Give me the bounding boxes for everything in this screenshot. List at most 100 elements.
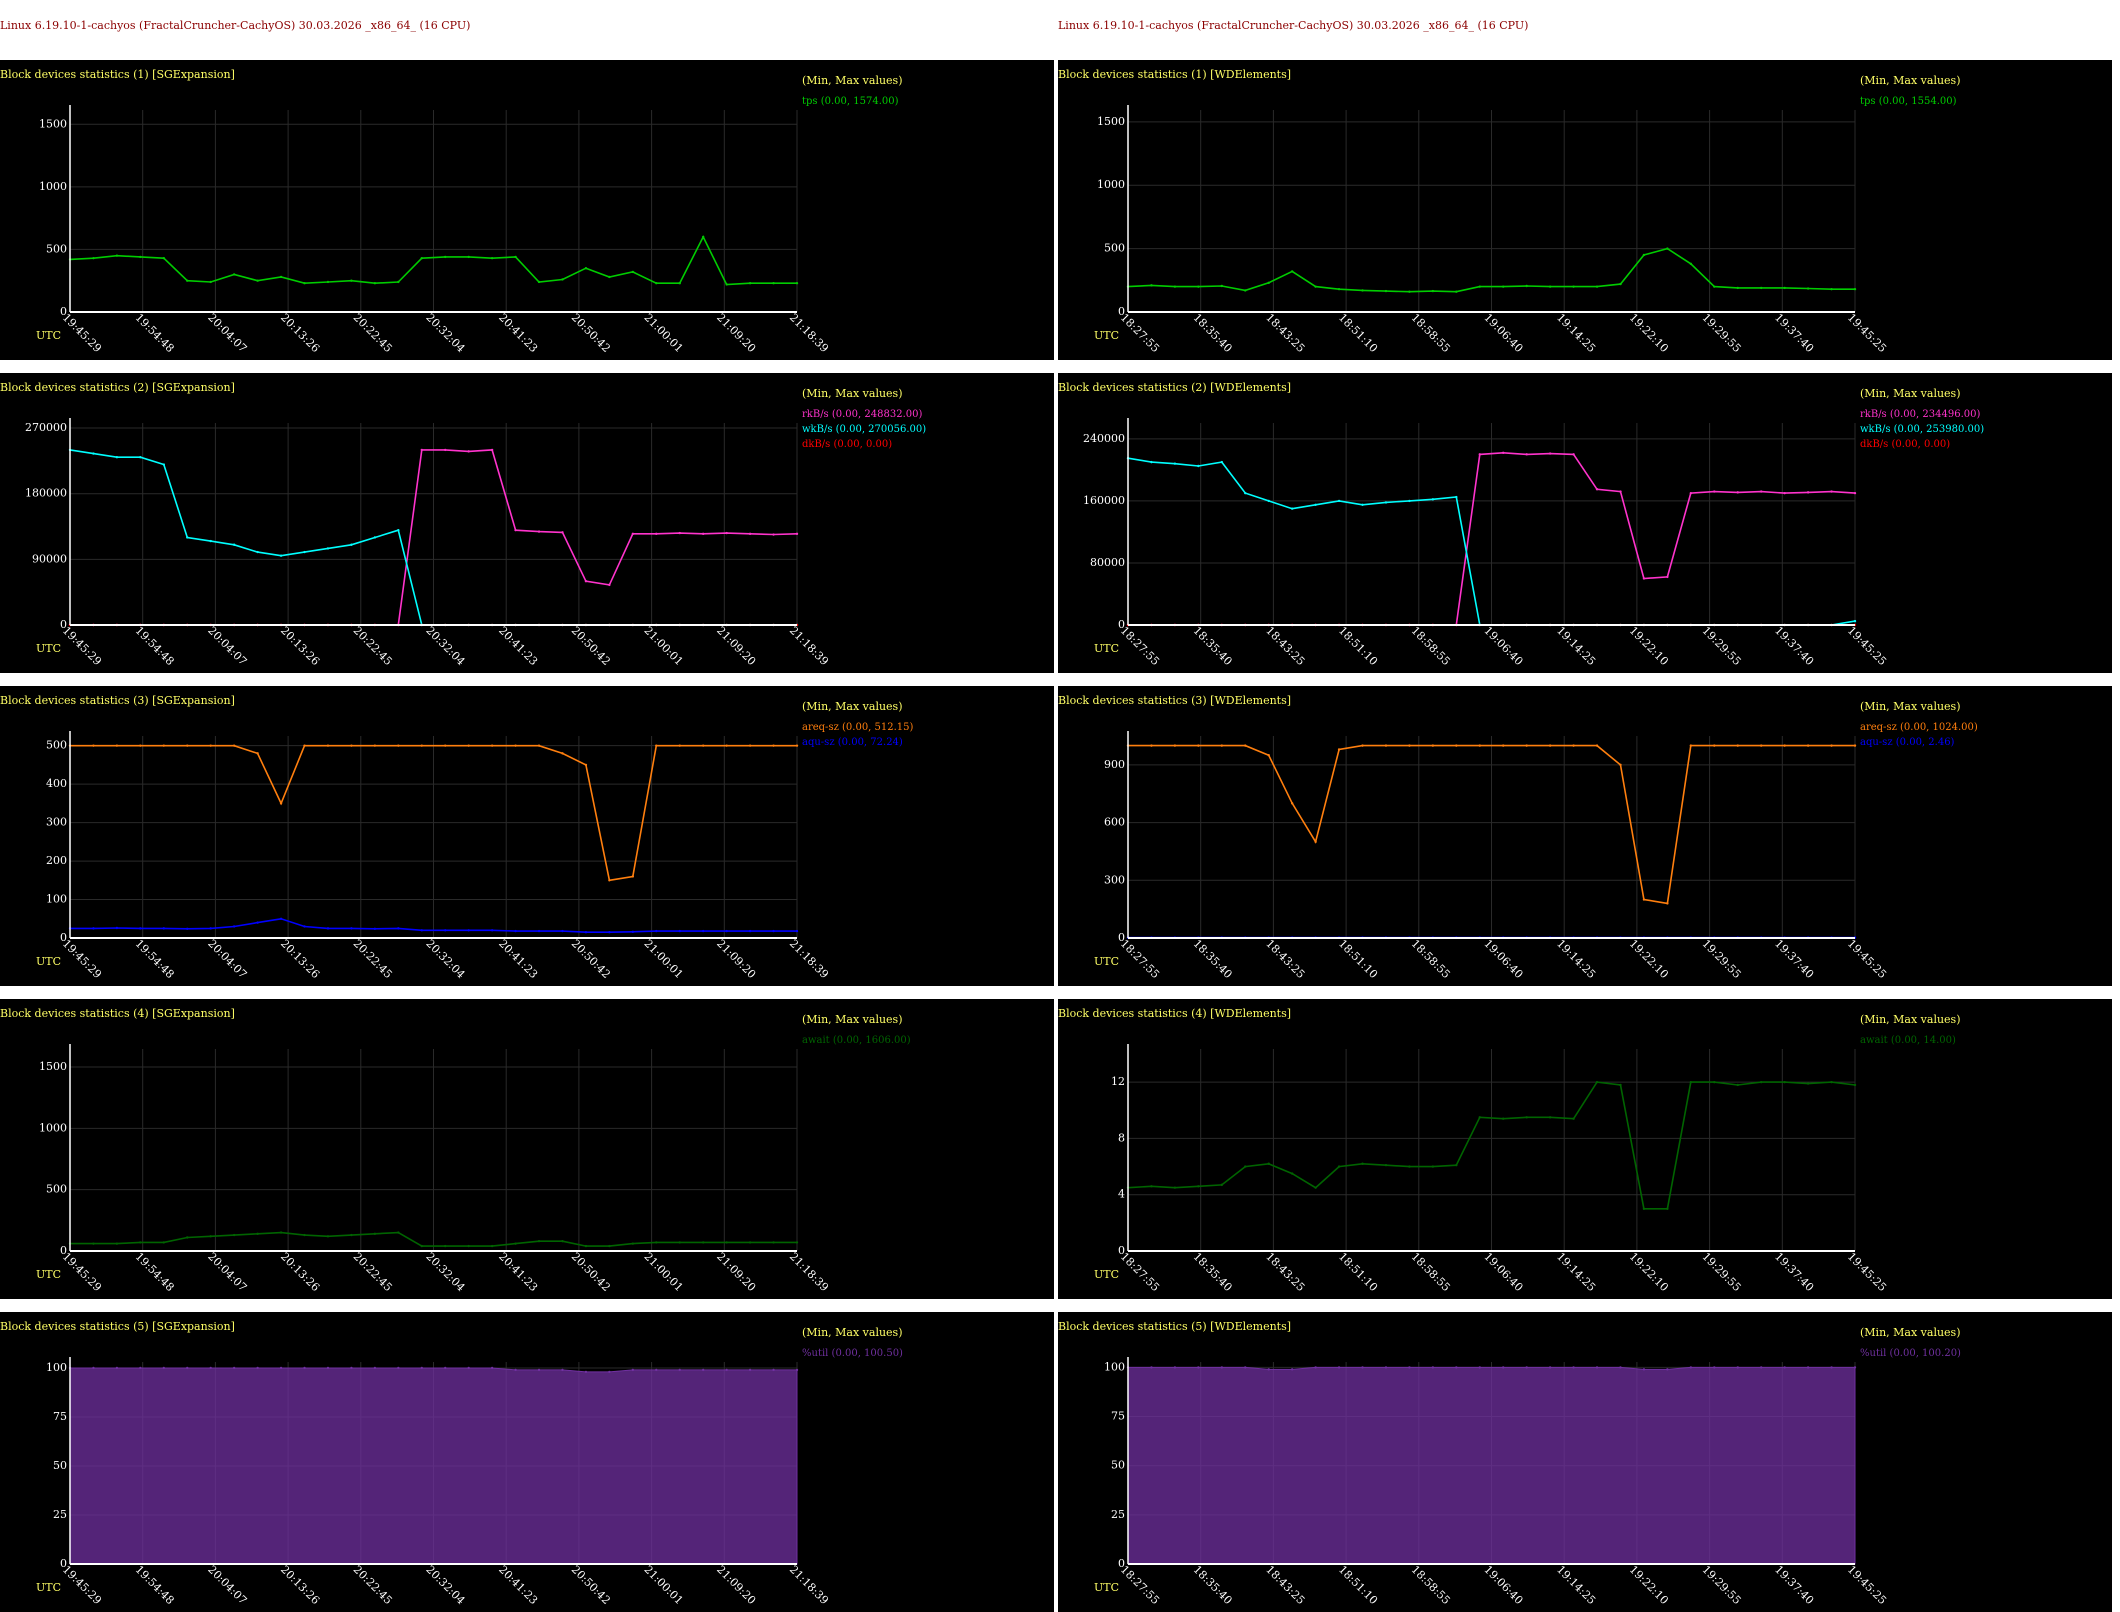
data-point [1548,285,1552,288]
x-tick-label: 21:18:39 [787,1250,831,1294]
data-point [655,1368,658,1372]
x-tick-label: 20:04:07 [205,311,249,355]
y-tick-label: 8 [1118,1131,1125,1144]
data-point [420,744,423,747]
data-point [514,929,517,933]
data-point [631,875,635,878]
y-tick-label: 1500 [1097,115,1125,128]
x-tick-label: 19:54:48 [133,311,177,355]
data-point [139,1366,142,1370]
data-point [444,255,447,259]
y-tick-label: 0 [1118,931,1125,944]
y-tick-label: 90000 [32,552,67,565]
data-point [1361,744,1364,747]
data-point [678,1368,681,1372]
data-point [1713,744,1716,747]
y-tick-label: 4 [1118,1188,1125,1201]
data-point [1361,1162,1364,1165]
data-point [748,744,752,747]
x-tick-label: 21:00:01 [641,1563,685,1607]
data-point [1689,491,1693,495]
data-point [1783,491,1786,495]
data-point [608,931,611,934]
data-point [256,279,259,282]
x-tick-label: 20:22:45 [351,624,395,668]
data-point [350,1366,353,1370]
chart-panel-sg3: 500 400 300 200 100 0 19:45:29 19:54:48 20:04:07… [0,686,1054,986]
data-point [186,744,189,747]
data-point [1267,281,1270,285]
data-point [1689,262,1693,266]
x-tick-label: 19:06:40 [1481,624,1525,668]
data-point [1642,577,1646,580]
data-point [1197,464,1200,468]
data-point [397,1231,400,1234]
legend: rkB/s (0.00, 248832.00) wkB/s (0.00, 2700… [802,407,926,452]
data-point [1736,491,1739,494]
data-point [1337,499,1341,503]
x-tick-label: 18:43:25 [1263,311,1307,355]
chart-svg: 1500 1000 500 018:27:55 18:35:40 18:43:25 18:5… [1097,105,1889,355]
x-tick-label: 20:50:42 [569,937,613,981]
chart-svg: 1500 1000 500 019:45:29 19:54:48 20:04:07 20:1… [39,105,831,355]
data-point [1197,744,1200,747]
data-point [467,1244,470,1248]
data-point [1173,285,1177,288]
data-point [1478,285,1481,288]
x-tick-label: 20:32:04 [423,311,467,355]
data-point [256,921,259,924]
data-point [1290,1368,1294,1371]
data-point [115,456,119,459]
data-point [1478,744,1481,747]
y-tick-label: 300 [1104,873,1125,886]
chart-panel-sg4: 1500 1000 500 0 19:45:29 19:54:48 20:04:07 20:1… [0,999,1054,1299]
data-point [1642,1207,1646,1210]
data-point [1408,1165,1411,1168]
data-point [561,929,564,933]
chart-panel-wd5: 100 75 50 25 0 18:27:55 18:35:40 18:43:25 18:51:… [1058,1312,2112,1612]
data-point [1220,284,1224,288]
data-point [537,929,541,933]
data-point [420,1366,423,1370]
x-tick-label: 19:45:29 [60,937,104,981]
data-point [1853,744,1857,747]
data-point [1806,1366,1810,1369]
x-tick-label: 19:45:29 [60,624,104,668]
data-point [1197,1366,1200,1369]
legend-item: dkB/s (0.00, 0.00) [802,439,893,450]
data-point [1150,1366,1153,1369]
data-point [139,1241,142,1244]
data-point [1619,763,1622,767]
data-point [490,1244,494,1248]
x-tick-label: 18:58:55 [1409,937,1453,981]
data-point [1361,289,1364,292]
data-point [608,583,611,587]
data-point [608,275,611,279]
data-point [209,927,212,930]
data-point [584,1244,588,1248]
data-point [1502,451,1505,455]
data-point [1220,744,1224,747]
data-point [1455,290,1458,293]
x-tick-label: 18:58:55 [1409,624,1453,668]
data-point [1173,462,1177,465]
data-point [795,929,799,933]
x-tick-label: 21:18:39 [787,937,831,981]
x-tick-label: 21:09:20 [714,624,758,668]
x-tick-label: 18:35:40 [1191,1250,1235,1294]
data-point [92,452,95,455]
x-tick-label: 18:51:10 [1336,1563,1380,1607]
data-point [1572,744,1575,747]
utc-label: UTC [36,642,62,655]
x-tick-label: 21:09:20 [714,1563,758,1607]
data-point [678,531,681,535]
x-tick-label: 19:37:40 [1772,1250,1816,1294]
data-point [1244,1366,1247,1369]
data-point [1642,898,1646,901]
data-point [725,929,728,933]
data-point [467,450,470,453]
x-tick-label: 20:32:04 [423,1563,467,1607]
report-header-left: Linux 6.19.10-1-cachyos (FractalCruncher… [0,19,471,32]
x-tick-label: 20:50:42 [569,1250,613,1294]
data-point [748,929,752,933]
